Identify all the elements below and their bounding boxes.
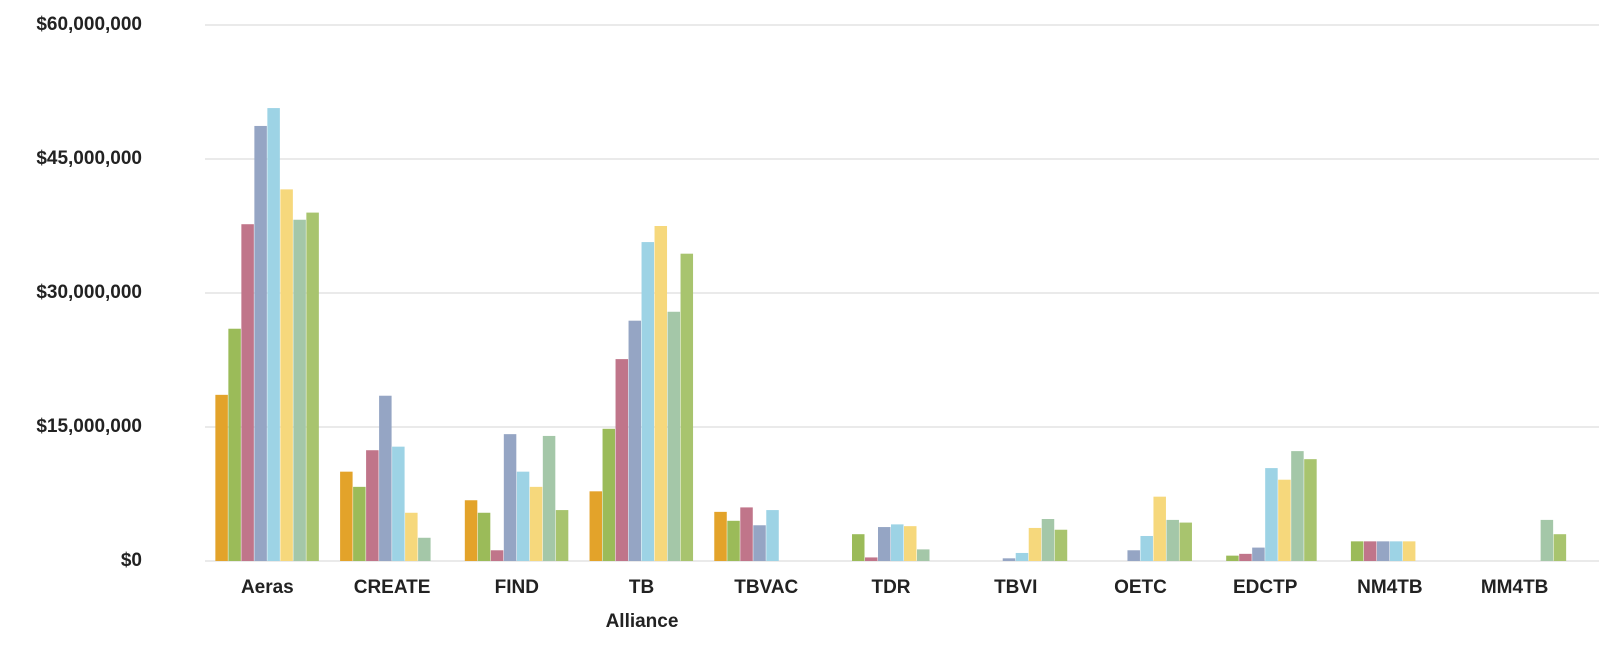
x-tick-label: OETC	[1114, 577, 1167, 598]
y-tick-label: $60,000,000	[36, 14, 142, 35]
bar	[727, 520, 740, 561]
bar	[865, 557, 878, 561]
bar	[1304, 459, 1317, 561]
bar	[306, 212, 319, 561]
bar	[353, 486, 366, 561]
y-tick-label: $30,000,000	[36, 282, 142, 303]
bar	[241, 224, 254, 562]
bar	[1265, 468, 1278, 561]
bar	[852, 534, 865, 561]
x-tick-label: FIND	[495, 577, 539, 598]
x-tick-label: EDCTP	[1233, 577, 1298, 598]
bar	[418, 537, 431, 561]
bar	[680, 253, 694, 561]
y-tick-label: $45,000,000	[36, 148, 142, 169]
bar	[267, 108, 280, 561]
bar	[878, 527, 891, 561]
x-tick-label: TBVAC	[734, 577, 798, 598]
bar	[891, 524, 904, 561]
bar	[1028, 527, 1042, 561]
bar	[602, 428, 616, 561]
bar	[1363, 541, 1377, 561]
bar	[904, 526, 917, 561]
bar	[477, 512, 491, 561]
bar	[1140, 535, 1153, 561]
x-tick-label: MM4TB	[1481, 577, 1549, 598]
bar	[529, 486, 543, 561]
x-tick-label: CREATE	[354, 577, 431, 598]
bar	[1389, 541, 1403, 561]
bar	[215, 394, 228, 561]
bar	[740, 507, 753, 561]
bar	[392, 446, 405, 561]
bar	[1002, 558, 1016, 561]
bar	[1553, 534, 1567, 561]
x-tick-label: NM4TB	[1357, 577, 1422, 598]
bar	[490, 550, 504, 561]
bar	[714, 511, 727, 561]
x-tick-label: TBVI	[994, 577, 1037, 598]
bar	[1166, 519, 1179, 561]
bar	[340, 471, 353, 561]
bar	[1252, 547, 1265, 561]
bar	[1153, 496, 1166, 561]
bar	[641, 242, 655, 561]
bar	[1054, 529, 1068, 561]
bar	[1376, 541, 1390, 561]
bar	[280, 189, 293, 561]
bar	[766, 510, 779, 561]
bar	[1226, 555, 1239, 561]
bar	[379, 395, 392, 561]
x-tick-label: Aeras	[241, 577, 294, 598]
bar	[405, 512, 418, 561]
bar	[1402, 541, 1416, 561]
bar	[1291, 451, 1304, 561]
bar	[254, 125, 267, 562]
bar	[667, 311, 681, 561]
bar	[1127, 550, 1140, 561]
bar	[503, 434, 517, 561]
bar	[589, 491, 603, 561]
bar	[615, 359, 629, 561]
bar	[917, 549, 930, 561]
y-tick-label: $0	[121, 550, 142, 571]
bar	[1540, 519, 1554, 561]
bar	[1278, 479, 1291, 561]
x-tick-label: TB	[629, 577, 654, 598]
bar	[654, 226, 668, 561]
x-axis-label: Alliance	[606, 611, 679, 632]
bar	[555, 510, 569, 561]
bar	[1239, 553, 1252, 561]
bar	[1179, 522, 1192, 561]
bar	[366, 450, 379, 561]
bar	[753, 525, 766, 561]
bar	[293, 219, 306, 561]
bar	[542, 435, 556, 561]
bar	[1350, 541, 1364, 561]
bar	[1041, 519, 1055, 561]
y-tick-label: $15,000,000	[36, 416, 142, 437]
bar	[628, 320, 642, 561]
bar	[516, 471, 530, 561]
bar	[228, 328, 241, 561]
bar	[1015, 552, 1029, 561]
bar	[464, 500, 478, 561]
x-tick-label: TDR	[871, 577, 910, 598]
